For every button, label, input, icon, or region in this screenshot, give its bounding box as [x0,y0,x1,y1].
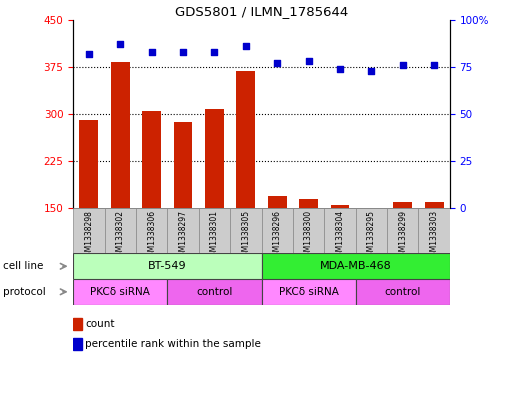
Point [336,66,344,72]
Bar [236,71,255,208]
Point [210,49,219,55]
Text: MDA-MB-468: MDA-MB-468 [320,261,392,271]
Point [304,58,313,64]
Text: protocol: protocol [3,287,46,297]
Text: GSM1338306: GSM1338306 [147,209,156,261]
Bar [299,199,318,208]
Point [430,62,438,68]
Point [85,50,93,57]
Text: count: count [85,319,115,329]
Bar [167,279,262,305]
Bar [73,318,82,330]
Bar [356,208,387,253]
Bar [393,202,412,208]
Title: GDS5801 / ILMN_1785644: GDS5801 / ILMN_1785644 [175,6,348,18]
Text: GSM1338301: GSM1338301 [210,209,219,261]
Text: control: control [384,287,421,297]
Text: GSM1338300: GSM1338300 [304,209,313,261]
Text: GSM1338299: GSM1338299 [398,209,407,261]
Bar [73,208,105,253]
Text: GSM1338305: GSM1338305 [241,209,251,261]
Bar [387,208,418,253]
Bar [205,109,224,208]
Text: GSM1338304: GSM1338304 [335,209,345,261]
Point [179,49,187,55]
Bar [73,338,82,351]
Text: PKCδ siRNA: PKCδ siRNA [279,287,338,297]
Bar [167,208,199,253]
Bar [105,208,136,253]
Point [116,41,124,47]
Text: PKCδ siRNA: PKCδ siRNA [90,287,150,297]
Bar [262,279,356,305]
Point [367,68,376,74]
Bar [136,208,167,253]
Bar [356,279,450,305]
Bar [79,120,98,208]
Point [399,62,407,68]
Bar [418,208,450,253]
Bar [199,208,230,253]
Point [147,49,156,55]
Bar [293,208,324,253]
Point [242,43,250,49]
Text: GSM1338302: GSM1338302 [116,209,125,261]
Point [273,60,281,66]
Text: cell line: cell line [3,261,43,271]
Bar [73,253,262,279]
Bar [111,62,130,208]
Text: GSM1338303: GSM1338303 [429,209,439,261]
Bar [425,202,444,208]
Text: BT-549: BT-549 [148,261,187,271]
Text: GSM1338298: GSM1338298 [84,209,94,261]
Bar [73,279,167,305]
Text: GSM1338296: GSM1338296 [272,209,282,261]
Bar [142,111,161,208]
Text: control: control [196,287,233,297]
Bar [262,253,450,279]
Bar [230,208,262,253]
Text: GSM1338295: GSM1338295 [367,209,376,261]
Text: percentile rank within the sample: percentile rank within the sample [85,340,261,349]
Bar [268,196,287,208]
Bar [324,208,356,253]
Bar [174,121,192,208]
Text: GSM1338297: GSM1338297 [178,209,188,261]
Bar [262,208,293,253]
Bar [331,205,349,208]
